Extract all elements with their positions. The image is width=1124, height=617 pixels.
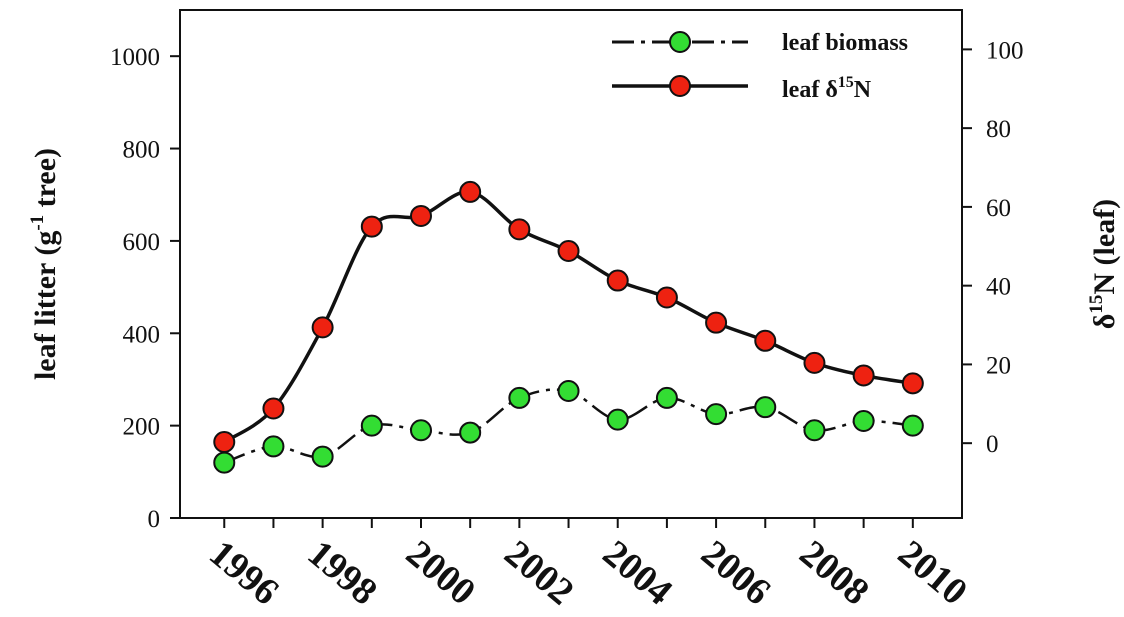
x-axis-ticks: 1996 1998 2000 2002 2004 2006 2008 2010 (201, 518, 975, 613)
point-leaf-biomass (360, 414, 383, 437)
plot-frame (179, 9, 963, 519)
point-leaf-d15n (901, 372, 924, 395)
point-leaf-biomass (557, 380, 580, 402)
left-tick-label: 800 (123, 137, 161, 164)
legend-label-leaf-d15n: leaf δ15N (782, 74, 872, 103)
legend-marker-leaf-d15n (669, 75, 691, 97)
right-tick-label: 20 (986, 352, 1011, 379)
point-leaf-biomass (606, 408, 629, 431)
point-leaf-d15n (606, 269, 629, 292)
x-tick-label: 2010 (890, 532, 975, 613)
point-leaf-d15n (655, 286, 678, 309)
x-tick-label: 2002 (496, 532, 581, 613)
legend: leaf biomass leaf δ15N (612, 30, 908, 103)
point-leaf-d15n (852, 364, 875, 387)
point-leaf-biomass (655, 386, 678, 409)
left-tick-label: 0 (148, 506, 161, 533)
point-leaf-biomass (508, 386, 531, 409)
point-leaf-biomass (262, 435, 285, 458)
point-leaf-d15n (557, 240, 580, 263)
right-tick-label: 80 (986, 116, 1011, 143)
point-leaf-biomass (803, 419, 826, 442)
left-tick-label: 200 (123, 414, 161, 441)
point-leaf-biomass (459, 421, 482, 444)
point-leaf-biomass (409, 419, 432, 442)
series-layer (213, 180, 924, 474)
left-tick-label: 1000 (110, 44, 160, 71)
legend-label-leaf-d15n-prefix: leaf δ (782, 77, 838, 103)
point-leaf-d15n (705, 311, 728, 334)
right-axis-title: δ15N (leaf) (1086, 199, 1121, 329)
right-tick-label: 40 (986, 274, 1011, 301)
legend-label-leaf-d15n-tail: N (854, 77, 872, 103)
series-line-leaf-d15n (223, 190, 914, 444)
x-tick-label: 2006 (693, 532, 778, 613)
right-tick-label: 60 (986, 195, 1011, 222)
point-leaf-biomass (705, 403, 728, 426)
point-leaf-biomass (754, 396, 777, 419)
x-tick-label: 2000 (398, 532, 483, 613)
right-tick-label: 100 (986, 37, 1024, 64)
right-axis-ticks: 0 20 40 60 80 100 (962, 37, 1024, 458)
x-tick-label: 2008 (792, 532, 877, 613)
point-leaf-d15n (459, 180, 482, 203)
point-leaf-d15n (508, 218, 531, 241)
x-tick-label: 1996 (201, 532, 286, 613)
point-leaf-biomass (852, 410, 875, 433)
left-tick-label: 400 (123, 321, 161, 348)
left-tick-label: 600 (123, 229, 161, 256)
point-leaf-biomass (213, 451, 236, 474)
x-tick-label: 2004 (595, 532, 680, 613)
point-leaf-biomass (901, 414, 924, 437)
point-leaf-d15n (213, 430, 236, 453)
point-leaf-d15n (262, 397, 285, 420)
legend-label-leaf-biomass: leaf biomass (782, 30, 908, 56)
point-leaf-biomass (311, 445, 334, 468)
point-leaf-d15n (360, 215, 383, 238)
right-axis-title-tail: N (leaf) (1088, 199, 1121, 295)
right-axis-title-sup: 15 (1086, 295, 1107, 314)
right-axis-title-prefix: δ (1088, 314, 1121, 330)
left-axis-title-tail: tree) (29, 148, 62, 215)
point-leaf-d15n (754, 329, 777, 352)
legend-marker-leaf-biomass (669, 31, 691, 53)
left-axis-ticks: 0 200 400 600 800 1000 (110, 44, 180, 533)
point-leaf-d15n (409, 204, 432, 227)
point-leaf-d15n (803, 351, 826, 374)
point-leaf-d15n (311, 316, 334, 339)
left-axis-title-base: leaf litter (g (29, 231, 62, 380)
left-axis-title: leaf litter (g-1 tree) (27, 148, 62, 380)
left-axis-title-sup: -1 (27, 215, 48, 231)
right-tick-label: 0 (986, 431, 999, 458)
legend-label-leaf-d15n-sup: 15 (838, 74, 854, 91)
x-tick-label: 1998 (300, 532, 385, 613)
